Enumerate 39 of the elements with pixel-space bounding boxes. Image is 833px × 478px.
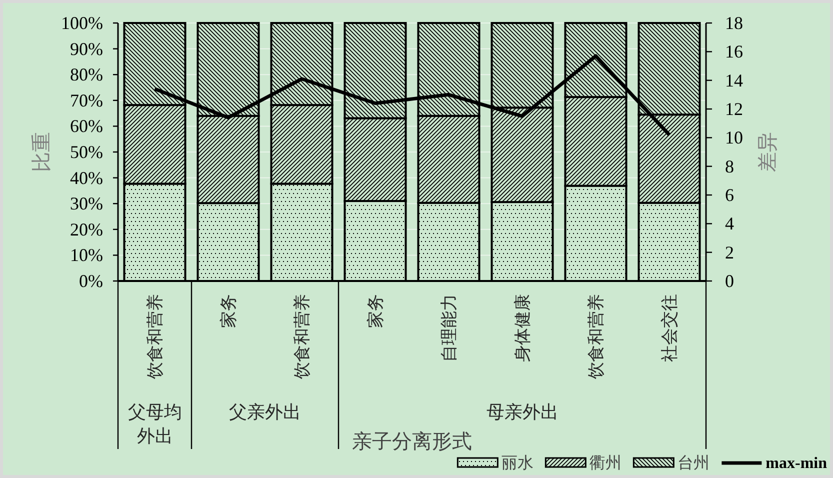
y-tick-label: 30%: [70, 194, 103, 214]
x-tick-label: 饮食和营养: [292, 294, 312, 380]
y-tick-label: 90%: [70, 38, 103, 59]
x-tick-label: 饮食和营养: [145, 294, 164, 380]
legend-label: 台州: [678, 454, 710, 472]
text: 父亲外出: [229, 402, 301, 422]
legend-label: 衢州: [590, 454, 622, 472]
y2-axis-title: 差异: [757, 132, 779, 172]
y2-tick-label: 0: [725, 271, 734, 291]
y-tick-label: 20%: [70, 219, 103, 240]
y-tick-label: 60%: [70, 116, 103, 136]
y2-tick-label: 18: [725, 13, 743, 33]
x-tick-label: 自理能力: [439, 294, 458, 362]
x-tick-label: 饮食和营养: [586, 294, 606, 380]
y2-tick-label: 10: [725, 128, 743, 148]
legend-label: max-min: [766, 455, 828, 472]
y2-tick-label: 16: [725, 42, 743, 62]
y2-tick-label: 6: [725, 185, 734, 205]
y2-tick-label: 12: [725, 99, 743, 119]
y-axis-title: 比重: [31, 132, 53, 172]
y-tick-label: 50%: [70, 142, 103, 162]
x-tick-label: 身体健康: [512, 294, 532, 362]
y2-tick-label: 4: [725, 214, 734, 234]
x-tick-label: 家务: [218, 294, 238, 328]
y2-tick-label: 8: [725, 156, 734, 176]
x-tick-label: 家务: [366, 294, 385, 328]
text: 父母均外出: [128, 402, 182, 446]
y-tick-label: 40%: [70, 168, 103, 188]
y-tick-label: 0%: [79, 271, 103, 291]
text: 母亲外出: [486, 402, 558, 422]
x-tick-label: 社会交往: [660, 294, 679, 362]
legend-label: 丽水: [502, 454, 534, 472]
x-axis-title: 亲子分离形式: [352, 431, 472, 453]
y-tick-label: 100%: [61, 13, 103, 33]
y2-tick-label: 14: [725, 70, 743, 90]
y-tick-label: 70%: [70, 90, 103, 110]
y-tick-label: 10%: [70, 245, 103, 266]
y2-tick-label: 2: [725, 242, 734, 262]
y-tick-label: 80%: [70, 64, 103, 85]
